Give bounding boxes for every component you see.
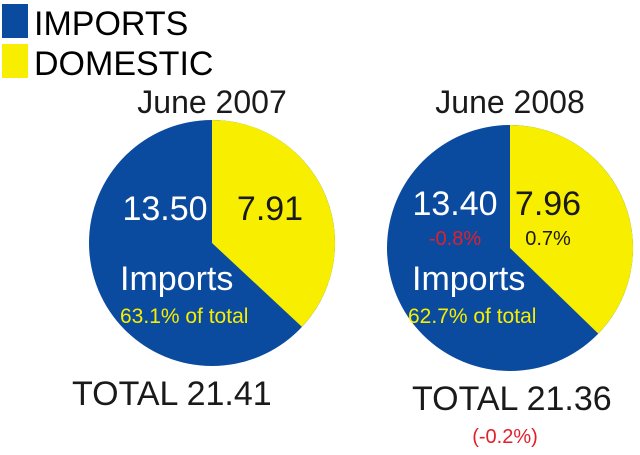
slice-value-domestic: 7.91 [237,190,303,228]
slice-change-domestic: 0.7% [525,228,571,250]
imports-share-label: 62.7% of total [408,305,536,328]
pie-chart-june-2008: June 2008 13.40 -0.8% 7.96 0.7% Imports … [387,84,633,448]
pie-chart-june-2007: June 2007 13.50 7.91 Imports 63.1% of to… [72,84,335,413]
pie-slices [89,120,335,366]
legend: IMPORTS DOMESTIC [2,4,213,83]
total-label: TOTAL 21.36 [412,380,612,418]
pie-slice-domestic [212,120,335,327]
chart-title: June 2008 [435,84,584,120]
chart-title: June 2007 [137,84,286,120]
pie-slices [387,125,633,371]
slice-value-imports: 13.40 [412,185,497,223]
imports-label: Imports [120,260,233,298]
slice-value-domestic: 7.96 [515,185,581,223]
legend-swatch-domestic [2,44,28,78]
imports-label: Imports [412,260,525,298]
imports-share-label: 63.1% of total [120,305,248,328]
slice-value-imports: 13.50 [122,190,207,228]
total-change-label: (-0.2%) [472,426,538,448]
legend-swatch-imports [2,4,28,38]
total-label: TOTAL 21.41 [72,375,272,413]
legend-label-imports: IMPORTS [34,5,188,43]
pie-slice-domestic [510,125,633,334]
legend-label-domestic: DOMESTIC [34,45,213,83]
slice-change-imports: -0.8% [429,228,481,250]
